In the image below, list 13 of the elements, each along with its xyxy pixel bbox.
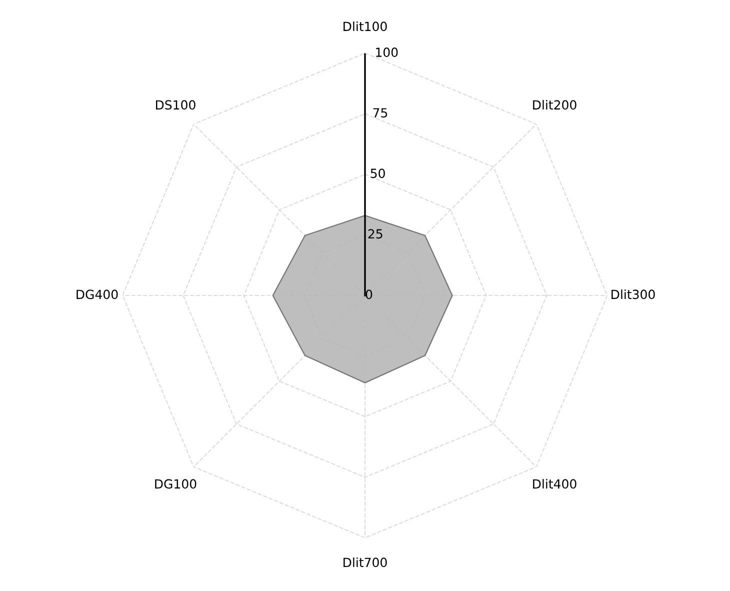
spoke-label: DG400: [76, 290, 118, 300]
spoke-label: DG100: [155, 479, 196, 489]
y-tick-label: 50: [370, 168, 385, 178]
spoke-label: DS100: [156, 100, 196, 110]
spoke-label: Dlit400: [533, 478, 576, 489]
spoke-label: Dlit100: [344, 21, 387, 32]
y-tick-label: 100: [376, 48, 398, 58]
y-tick-label: 25: [368, 229, 382, 239]
y-tick-label: 0: [366, 290, 372, 300]
y-tick-label: 75: [373, 108, 388, 118]
spoke-label: Dlit700: [344, 557, 387, 568]
spoke-label: Dlit200: [533, 100, 576, 110]
spoke-label: Dlit300: [612, 289, 655, 300]
